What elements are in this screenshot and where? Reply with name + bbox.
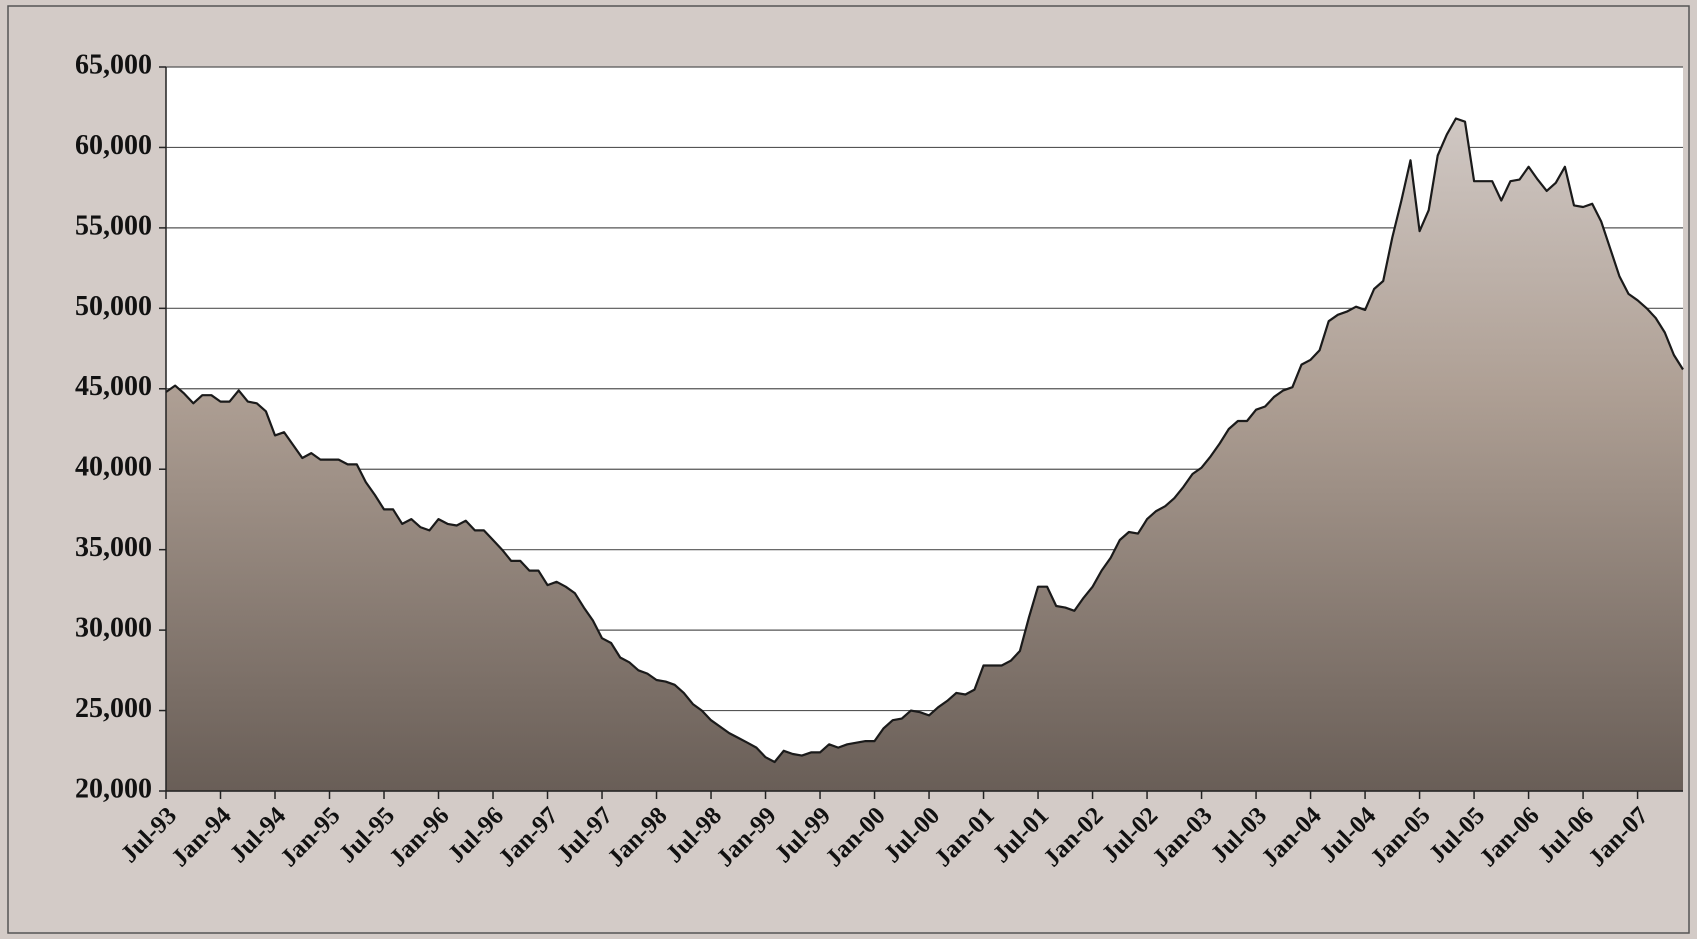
area-line [165, 117, 1684, 764]
y-tick-label: 30,000 [75, 613, 152, 644]
y-tick-label: 25,000 [75, 693, 152, 724]
y-tick-label: 40,000 [75, 452, 152, 483]
y-tick-label: 20,000 [75, 773, 152, 804]
y-tick-label: 65,000 [75, 49, 152, 80]
area-fill [166, 118, 1683, 791]
y-tick-label: 45,000 [75, 371, 152, 402]
y-tick-label: 60,000 [75, 130, 152, 161]
y-tick-label: 50,000 [75, 291, 152, 322]
y-tick-label: 35,000 [75, 532, 152, 563]
y-tick-label: 55,000 [75, 210, 152, 241]
